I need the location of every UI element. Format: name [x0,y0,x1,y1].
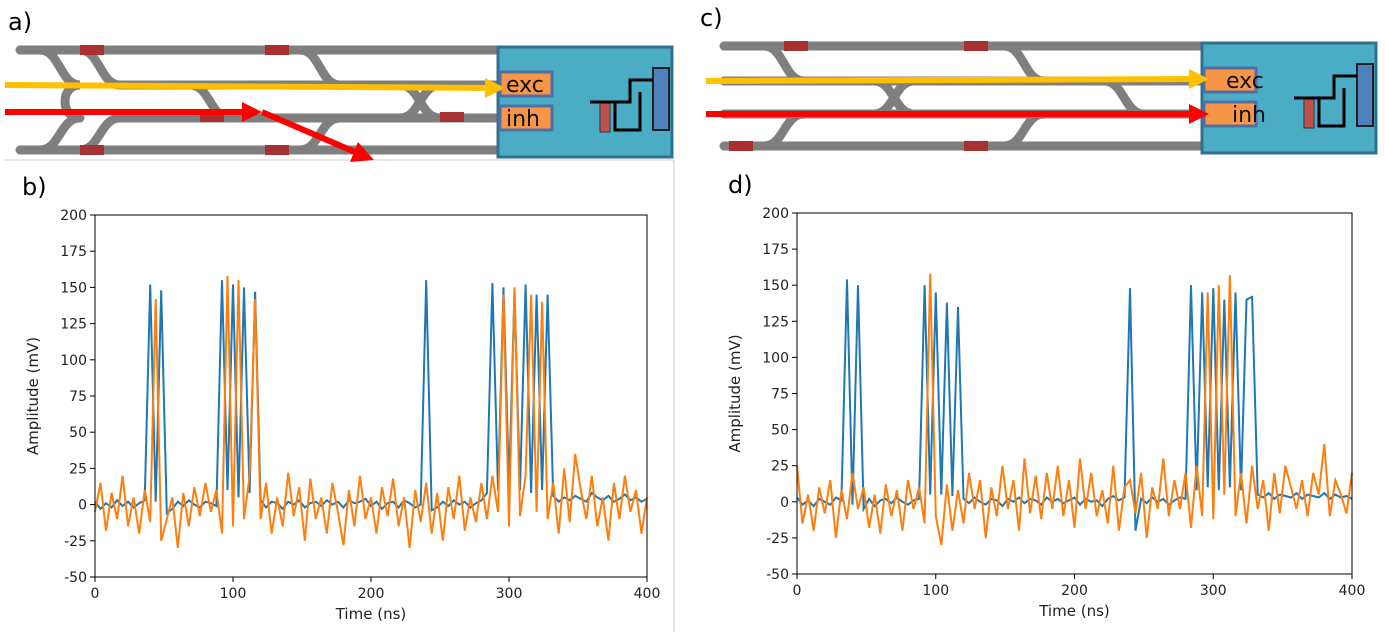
x-tick-label: 100 [922,583,949,599]
y-tick-label: 25 [69,461,87,477]
heater [80,45,104,55]
charts: b) -50 -25 0 25 50 75 100 125 150 175 200 0 100 200 300… [22,171,1365,623]
y-tick-label: 175 [60,244,87,260]
inh-label: inh [1232,103,1266,128]
resistor [1303,97,1315,129]
arrow-head [485,78,505,98]
x-tick-label: 300 [1200,583,1227,599]
capacitor [652,67,670,131]
x-tick-label: 300 [496,586,523,602]
y-tick-label: 25 [771,459,789,475]
inh-label: inh [506,107,540,132]
exc-label: exc [506,73,544,98]
panel-label: b) [22,173,47,201]
arrow [705,76,1200,84]
y-axis-label: Amplitude (mV) [726,334,744,452]
resistor [599,101,611,133]
diagram-a: a) exc inh [4,8,674,162]
inh-port [498,104,554,132]
y-tick-label: 100 [762,350,789,366]
x-tick-label: 400 [634,586,661,602]
heater [784,41,808,51]
capacitor [1356,63,1374,127]
y-tick-label: 75 [771,387,789,403]
y-tick-label: 100 [60,353,87,369]
panel-label: c) [700,4,723,32]
waveguide [15,45,505,155]
x-tick-label: 400 [1339,583,1366,599]
arrow-head [1189,69,1209,89]
neuron-box [496,45,674,159]
y-tick-label: -50 [64,570,87,586]
heater [964,41,988,51]
y-tick-label: 125 [762,314,789,330]
y-tick-label: 50 [771,423,789,439]
y-tick-label: -25 [64,534,87,550]
heater [265,145,289,155]
heater [964,141,988,151]
heater [440,112,464,122]
circuit [590,78,653,132]
heater [80,145,104,155]
x-tick-label: 200 [1061,583,1088,599]
line-chart: d) -50 -25 0 25 50 75 100 125 150 175 200 0 100 200 300… [726,171,1365,620]
line-chart: b) -50 -25 0 25 50 75 100 125 150 175 200 0 100 200 300… [22,173,660,623]
x-tick-label: 0 [91,586,100,602]
arrow-head [350,142,374,162]
x-axis-label: Time (ns) [1038,602,1110,620]
arrow-head [1189,104,1209,124]
y-axis-label: Amplitude (mV) [24,337,42,455]
x-tick-label: 100 [220,586,247,602]
arrow-head [242,102,262,122]
diagram-c: c) exc inh [700,4,1378,155]
x-axis-label: Time (ns) [335,605,407,623]
y-tick-label: 200 [762,206,789,222]
y-tick-label: 50 [69,425,87,441]
y-tick-label: -25 [766,531,789,547]
y-tick-label: 175 [762,242,789,258]
series-line [94,275,648,549]
exc-label: exc [1226,69,1264,94]
y-tick-label: 0 [780,495,789,511]
plot-frame [94,214,648,578]
heater [265,45,289,55]
inh-port [1202,100,1258,128]
x-tick-label: 200 [358,586,385,602]
y-tick-label: -50 [766,567,789,583]
circuit [1294,74,1357,128]
y-tick-label: 150 [762,278,789,294]
series-line [796,279,1353,531]
arrow [260,109,357,155]
y-tick-label: 0 [78,498,87,514]
x-tick-label: 0 [793,583,802,599]
panel-label: a) [8,8,32,36]
waveguide [719,41,1209,151]
y-tick-label: 75 [69,389,87,405]
y-tick-label: 125 [60,317,87,333]
neuron-box [1200,41,1378,155]
heater [200,112,224,122]
y-tick-label: 200 [60,208,87,224]
exc-port [498,70,554,98]
series-line [796,273,1353,546]
heater [729,141,753,151]
y-tick-label: 150 [60,280,87,296]
panel-label: d) [728,171,753,199]
arrow [4,82,496,91]
